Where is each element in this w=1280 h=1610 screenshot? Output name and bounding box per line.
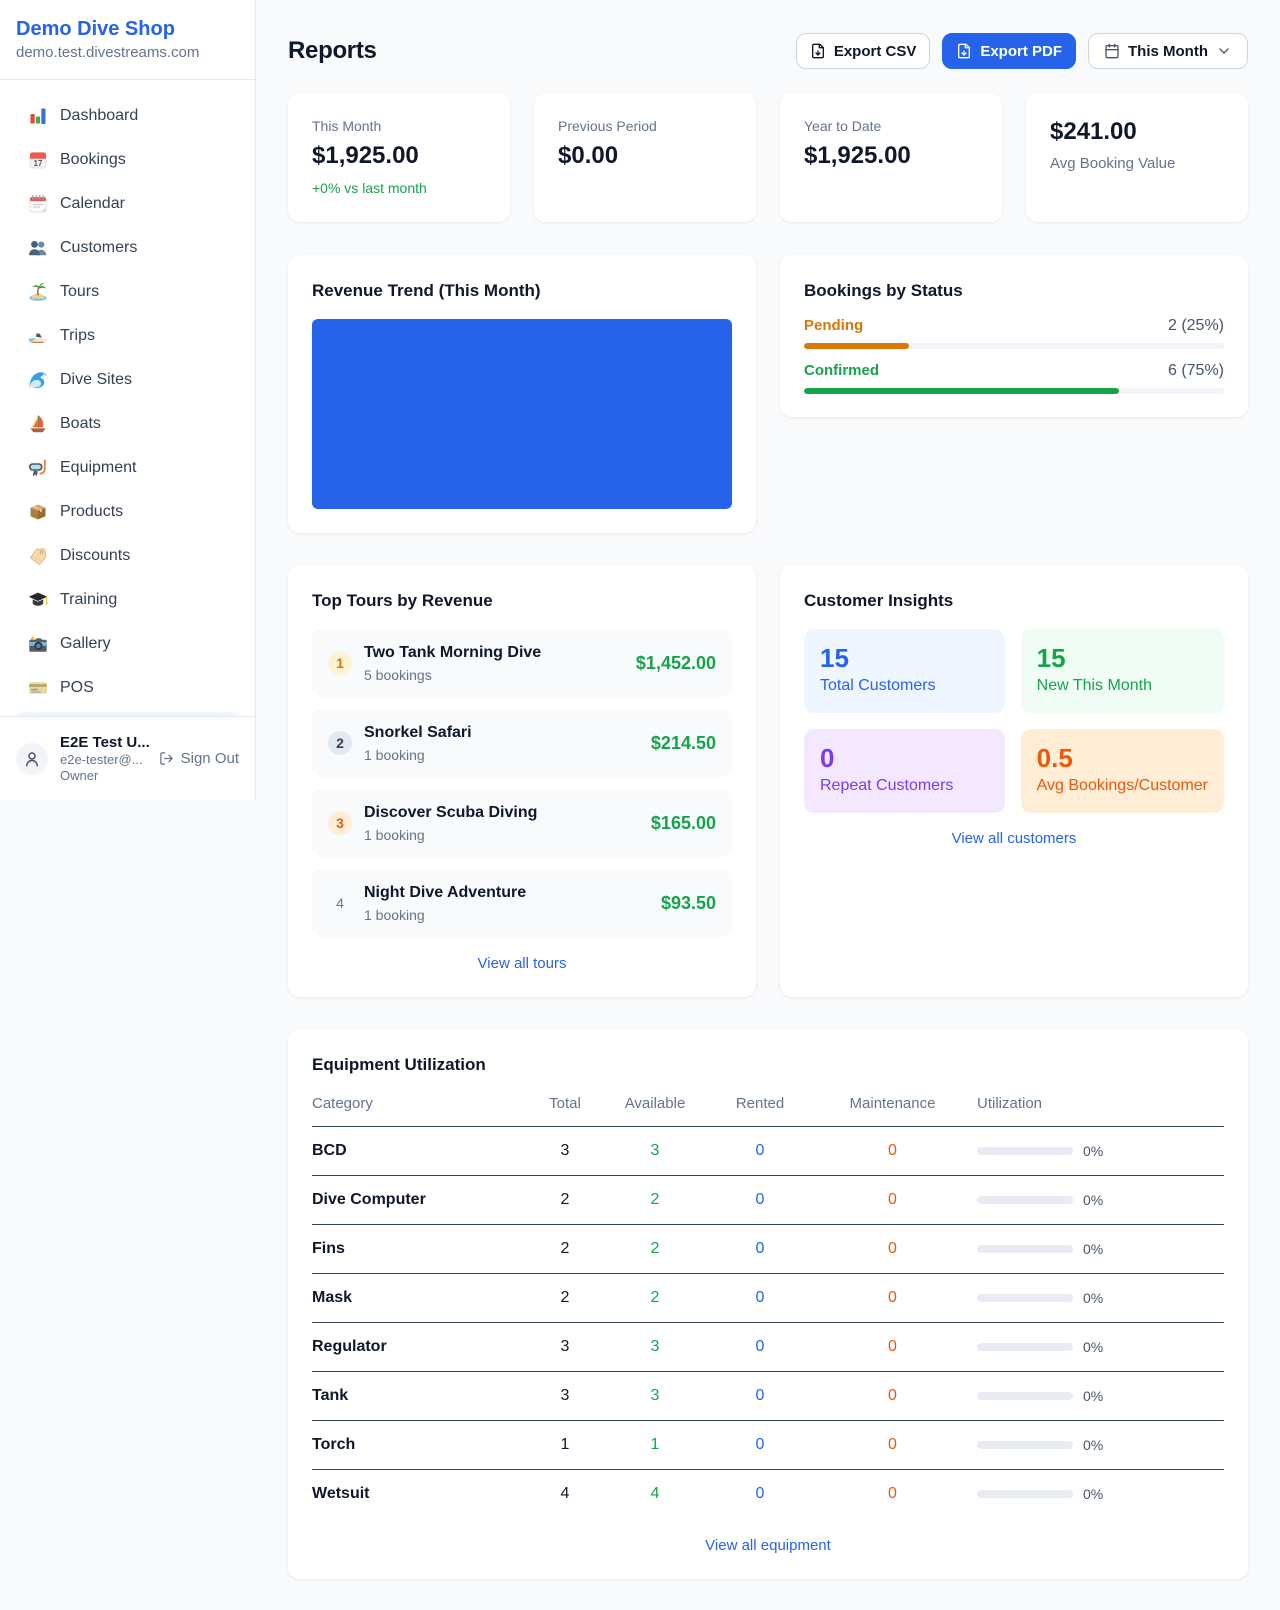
svg-text:17: 17 (34, 159, 43, 168)
